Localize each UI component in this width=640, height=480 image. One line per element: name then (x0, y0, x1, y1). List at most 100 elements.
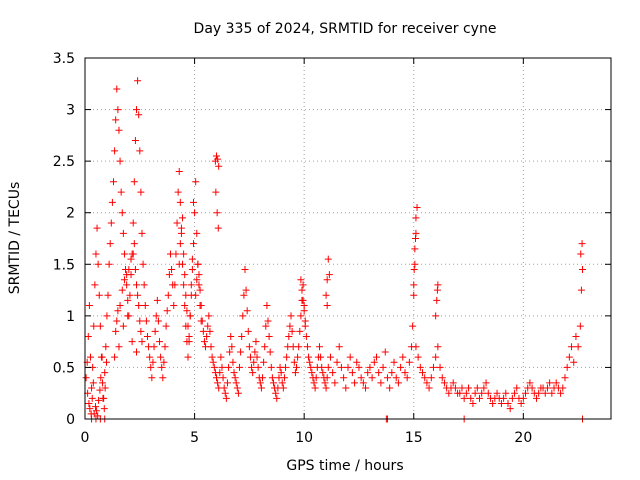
data-point (301, 322, 309, 330)
data-point (103, 312, 111, 320)
data-point (252, 338, 260, 346)
data-point (86, 353, 94, 361)
x-tick-label: 15 (405, 430, 423, 446)
data-point (559, 384, 567, 392)
data-point (198, 317, 206, 325)
y-tick-label: 2.5 (53, 154, 75, 170)
data-point (141, 302, 149, 310)
data-point (438, 374, 446, 382)
data-point (413, 204, 421, 212)
data-point (160, 358, 168, 366)
data-point (195, 271, 203, 279)
data-point (323, 276, 331, 284)
data-point (285, 332, 293, 340)
data-point (410, 291, 418, 299)
data-point (106, 240, 114, 248)
data-point (460, 394, 468, 402)
x-axis: 0 5 10 15 20 (81, 58, 532, 446)
data-point (161, 343, 169, 351)
data-point (321, 379, 329, 387)
data-point (364, 369, 372, 377)
data-point (170, 302, 178, 310)
data-point (451, 384, 459, 392)
data-point (253, 353, 261, 361)
data-point (203, 332, 211, 340)
data-point (187, 281, 195, 289)
data-point (307, 363, 315, 371)
data-point (180, 281, 188, 289)
data-point (297, 312, 305, 320)
data-point (386, 384, 394, 392)
data-point (254, 363, 262, 371)
data-point (410, 265, 418, 273)
data-point (318, 363, 326, 371)
data-point (88, 384, 96, 392)
data-point (388, 369, 396, 377)
data-point (183, 307, 191, 315)
data-point (234, 389, 242, 397)
data-point (471, 389, 479, 397)
data-point (300, 307, 308, 315)
data-point (177, 224, 185, 232)
data-point (175, 167, 183, 175)
data-point (335, 343, 343, 351)
y-tick-label: 3.5 (53, 51, 75, 67)
data-point (186, 312, 194, 320)
data-point (577, 286, 585, 294)
data-point (436, 363, 444, 371)
data-point (216, 369, 224, 377)
data-point (419, 369, 427, 377)
y-tick-label: 2 (66, 206, 75, 222)
data-point (299, 281, 307, 289)
data-point (473, 384, 481, 392)
data-point (180, 250, 188, 258)
data-point (277, 369, 285, 377)
data-point (184, 353, 192, 361)
data-point (124, 312, 132, 320)
data-point (324, 255, 332, 263)
data-point (526, 379, 534, 387)
data-point (175, 260, 183, 268)
data-point (111, 147, 119, 155)
data-point (379, 363, 387, 371)
data-point (119, 229, 127, 237)
data-point (425, 384, 433, 392)
data-point (311, 384, 319, 392)
data-point (399, 353, 407, 361)
data-point (267, 363, 275, 371)
data-point (229, 358, 237, 366)
data-point (522, 389, 530, 397)
data-point (302, 332, 310, 340)
data-point (434, 343, 442, 351)
data-point (94, 260, 102, 268)
data-point (432, 312, 440, 320)
data-point (120, 276, 128, 284)
data-point (266, 348, 274, 356)
data-point (427, 374, 435, 382)
data-point (265, 332, 273, 340)
data-point (194, 260, 202, 268)
data-point (204, 322, 212, 330)
data-point (111, 353, 119, 361)
data-point (189, 198, 197, 206)
data-point (423, 379, 431, 387)
data-point (375, 369, 383, 377)
data-point (176, 240, 184, 248)
data-point (82, 374, 90, 382)
data-point (312, 374, 320, 382)
data-point (152, 312, 160, 320)
data-point (405, 358, 413, 366)
data-point (113, 85, 121, 93)
data-point (184, 322, 192, 330)
data-point (228, 343, 236, 351)
data-point (158, 363, 166, 371)
data-point (174, 188, 182, 196)
data-point (105, 260, 113, 268)
data-point (119, 322, 127, 330)
data-point (101, 369, 109, 377)
data-points (82, 77, 587, 423)
data-point (244, 327, 252, 335)
data-point (502, 389, 510, 397)
data-point (543, 384, 551, 392)
data-point (165, 271, 173, 279)
